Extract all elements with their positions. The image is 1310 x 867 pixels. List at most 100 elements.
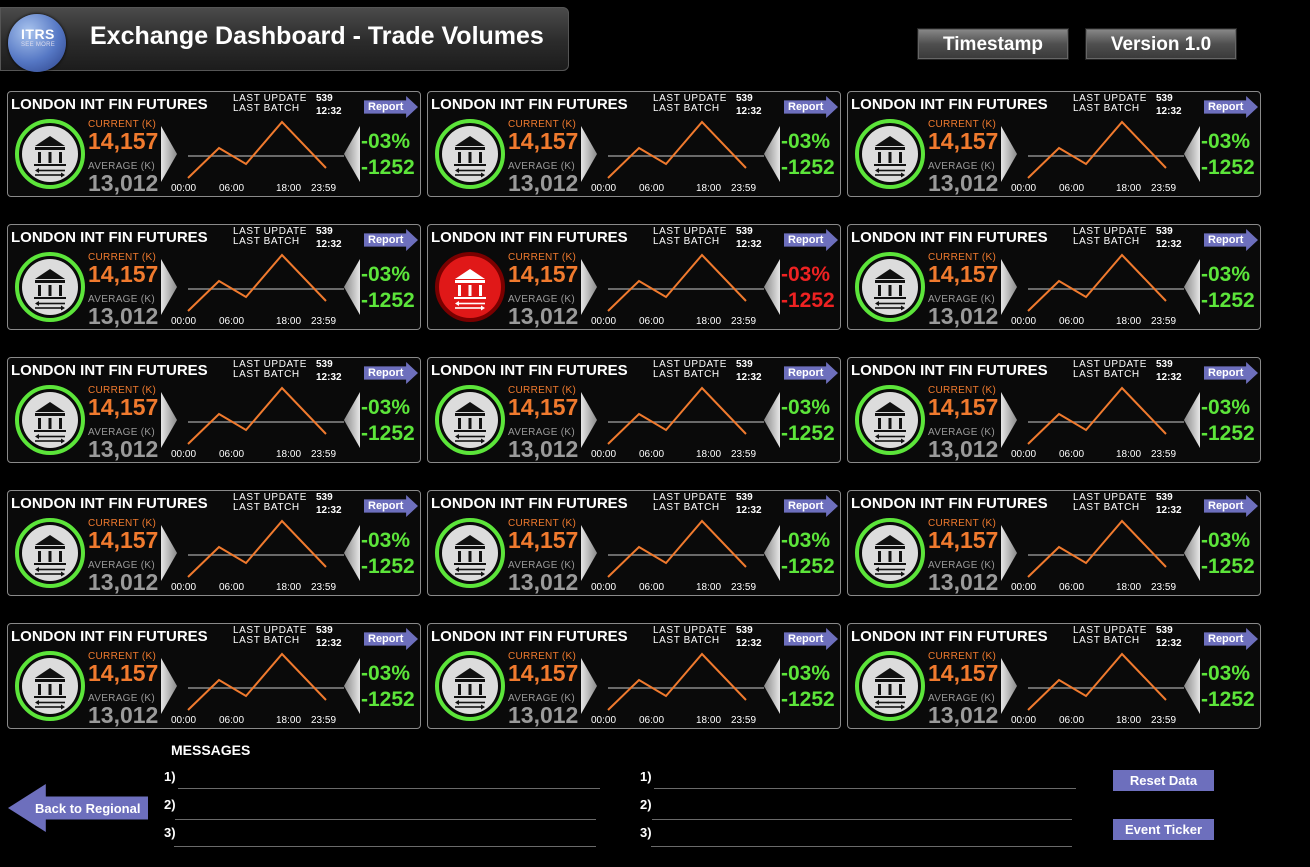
report-button[interactable]: Report bbox=[784, 96, 838, 118]
report-button[interactable]: Report bbox=[1204, 362, 1258, 384]
last-batch-value: 12:32 bbox=[316, 638, 342, 649]
trend-line bbox=[1027, 253, 1167, 312]
last-update-label: LAST UPDATE bbox=[233, 359, 308, 370]
bank-exchange-icon bbox=[435, 651, 505, 721]
current-label: CURRENT (K) bbox=[508, 518, 577, 529]
current-value: 14,157 bbox=[928, 128, 999, 154]
message-line bbox=[652, 819, 1072, 820]
arrow-right-icon bbox=[1001, 525, 1017, 581]
report-button[interactable]: Report bbox=[1204, 628, 1258, 650]
average-value: 13,012 bbox=[928, 702, 999, 728]
last-batch-label: LAST BATCH bbox=[233, 236, 300, 247]
report-button[interactable]: Report bbox=[784, 628, 838, 650]
exchange-panel-r1c2: LONDON INT FIN FUTURES LAST UPDATE LAST … bbox=[427, 91, 841, 197]
last-batch-label: LAST BATCH bbox=[1073, 502, 1140, 513]
message-line bbox=[175, 819, 596, 820]
tick-label: 18:00 bbox=[1116, 449, 1142, 460]
arrow-left-icon bbox=[764, 658, 780, 714]
report-button[interactable]: Report bbox=[784, 495, 838, 517]
report-button[interactable]: Report bbox=[364, 495, 418, 517]
tick-label: 23:59 bbox=[311, 582, 337, 593]
report-button[interactable]: Report bbox=[364, 362, 418, 384]
bank-exchange-icon bbox=[15, 518, 85, 588]
messages-title: MESSAGES bbox=[171, 742, 251, 758]
tick-label: 00:00 bbox=[171, 449, 197, 460]
average-label: AVERAGE (K) bbox=[928, 161, 996, 172]
exchange-name: LONDON INT FIN FUTURES bbox=[11, 96, 208, 113]
average-value: 13,012 bbox=[508, 702, 579, 728]
exchange-panel-r4c3: LONDON INT FIN FUTURES LAST UPDATE LAST … bbox=[847, 490, 1261, 596]
trend-line bbox=[187, 652, 327, 711]
average-value: 13,012 bbox=[88, 702, 159, 728]
report-button[interactable]: Report bbox=[364, 628, 418, 650]
back-to-regional-label[interactable]: Back to Regional bbox=[35, 801, 141, 816]
version-button[interactable]: Version 1.0 bbox=[1085, 28, 1237, 60]
event-ticker-button[interactable]: Event Ticker bbox=[1113, 819, 1214, 840]
reset-data-button[interactable]: Reset Data bbox=[1113, 770, 1214, 791]
average-label: AVERAGE (K) bbox=[88, 161, 156, 172]
tick-label: 23:59 bbox=[731, 715, 757, 726]
bank-exchange-icon bbox=[15, 385, 85, 455]
tick-label: 06:00 bbox=[219, 183, 245, 194]
difference-value: -1252 bbox=[1201, 555, 1255, 578]
average-label: AVERAGE (K) bbox=[928, 294, 996, 305]
last-update-label: LAST UPDATE bbox=[1073, 359, 1148, 370]
difference-value: -1252 bbox=[1201, 156, 1255, 179]
current-label: CURRENT (K) bbox=[508, 651, 577, 662]
last-batch-label: LAST BATCH bbox=[233, 103, 300, 114]
last-update-value: 539 bbox=[316, 492, 333, 503]
average-value: 13,012 bbox=[508, 436, 579, 462]
current-label: CURRENT (K) bbox=[508, 252, 577, 263]
average-value: 13,012 bbox=[88, 569, 159, 595]
last-update-value: 539 bbox=[316, 625, 333, 636]
trend-line bbox=[187, 253, 327, 312]
arrow-right-icon bbox=[161, 658, 177, 714]
arrow-left-icon bbox=[344, 126, 360, 182]
exchange-panel-r5c2: LONDON INT FIN FUTURES LAST UPDATE LAST … bbox=[427, 623, 841, 729]
arrow-right-icon bbox=[581, 525, 597, 581]
tick-label: 23:59 bbox=[311, 715, 337, 726]
last-batch-label: LAST BATCH bbox=[233, 369, 300, 380]
last-batch-label: LAST BATCH bbox=[653, 502, 720, 513]
message-line bbox=[654, 788, 1076, 789]
report-button[interactable]: Report bbox=[784, 229, 838, 251]
arrow-left-icon bbox=[344, 525, 360, 581]
report-button[interactable]: Report bbox=[364, 96, 418, 118]
arrow-right-icon bbox=[161, 126, 177, 182]
tick-label: 00:00 bbox=[1011, 183, 1037, 194]
tick-label: 18:00 bbox=[276, 449, 302, 460]
arrow-left-icon bbox=[344, 392, 360, 448]
message-line bbox=[651, 846, 1072, 847]
exchange-name: LONDON INT FIN FUTURES bbox=[431, 229, 628, 246]
difference-value: -1252 bbox=[781, 289, 835, 312]
exchange-panel-r3c3: LONDON INT FIN FUTURES LAST UPDATE LAST … bbox=[847, 357, 1261, 463]
average-label: AVERAGE (K) bbox=[508, 427, 576, 438]
difference-value: -1252 bbox=[781, 156, 835, 179]
report-button[interactable]: Report bbox=[364, 229, 418, 251]
tick-label: 00:00 bbox=[1011, 316, 1037, 327]
report-button[interactable]: Report bbox=[1204, 229, 1258, 251]
bank-exchange-icon bbox=[15, 651, 85, 721]
last-update-label: LAST UPDATE bbox=[233, 226, 308, 237]
report-button[interactable]: Report bbox=[1204, 495, 1258, 517]
average-value: 13,012 bbox=[88, 170, 159, 196]
arrow-right-icon bbox=[581, 259, 597, 315]
tick-label: 00:00 bbox=[591, 449, 617, 460]
exchange-panel-r2c3: LONDON INT FIN FUTURES LAST UPDATE LAST … bbox=[847, 224, 1261, 330]
last-batch-value: 12:32 bbox=[1156, 372, 1182, 383]
last-batch-label: LAST BATCH bbox=[233, 502, 300, 513]
timestamp-button[interactable]: Timestamp bbox=[917, 28, 1069, 60]
tick-label: 18:00 bbox=[276, 715, 302, 726]
last-update-label: LAST UPDATE bbox=[653, 359, 728, 370]
logo-text: ITRS bbox=[21, 26, 55, 42]
trend-line bbox=[607, 386, 747, 445]
bank-exchange-icon bbox=[855, 252, 925, 322]
exchange-panel-r5c1: LONDON INT FIN FUTURES LAST UPDATE LAST … bbox=[7, 623, 421, 729]
difference-value: -1252 bbox=[781, 688, 835, 711]
tick-label: 18:00 bbox=[696, 183, 722, 194]
report-button[interactable]: Report bbox=[1204, 96, 1258, 118]
tick-label: 06:00 bbox=[1059, 316, 1085, 327]
bank-exchange-icon bbox=[435, 252, 505, 322]
bank-exchange-icon bbox=[855, 518, 925, 588]
report-button[interactable]: Report bbox=[784, 362, 838, 384]
